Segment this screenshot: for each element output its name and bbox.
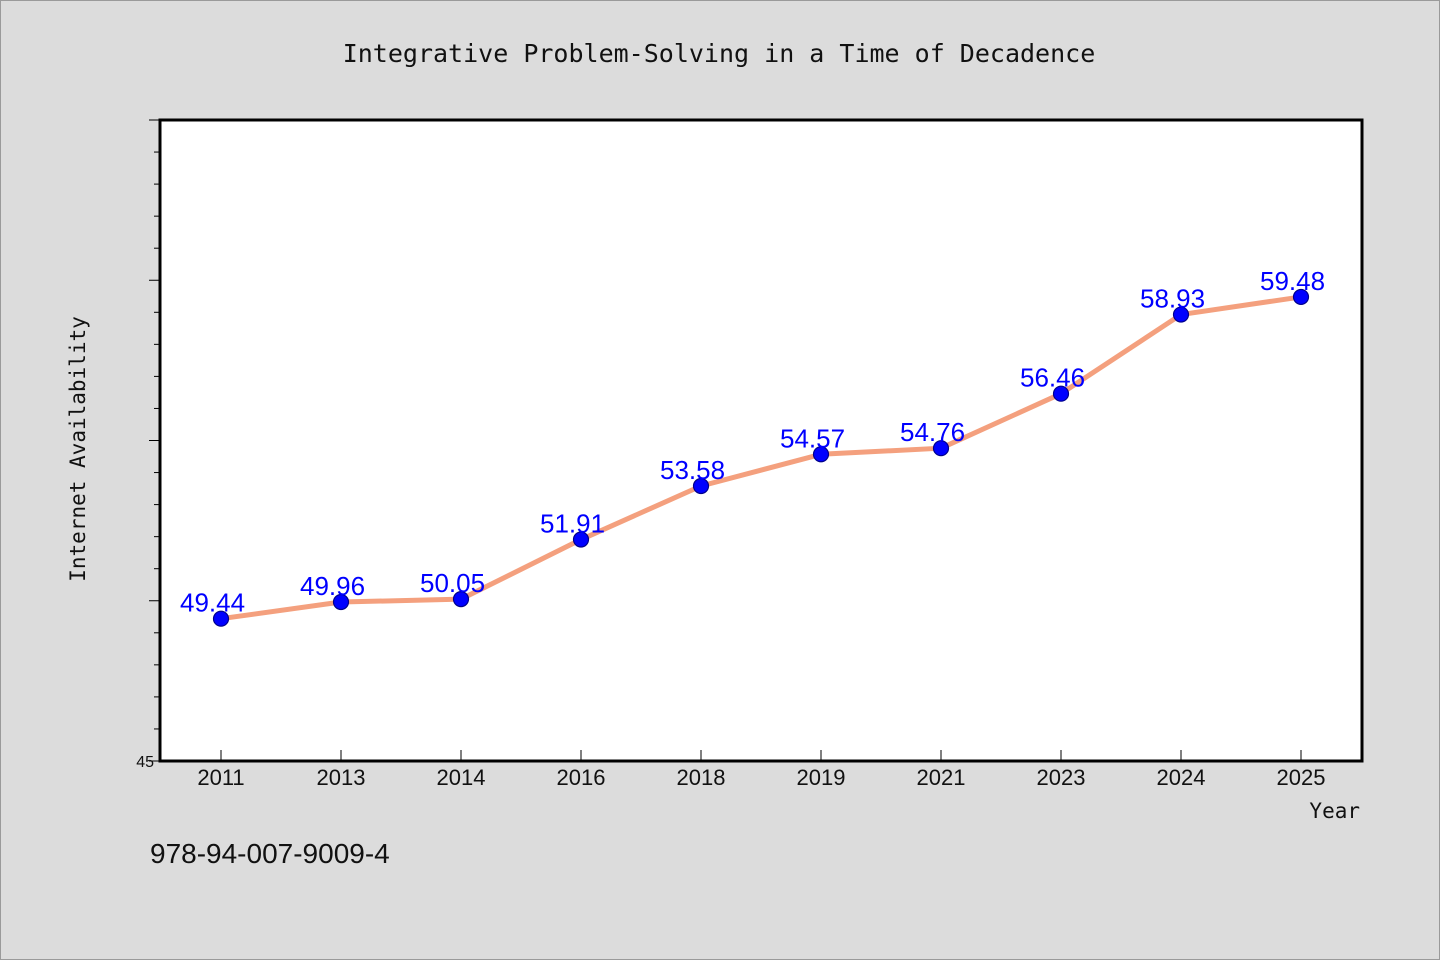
x-tick-label: 2024 bbox=[1157, 765, 1206, 790]
data-label: 50.05 bbox=[420, 568, 485, 598]
marker-group bbox=[212, 288, 1310, 627]
x-tick-label: 2013 bbox=[317, 765, 366, 790]
data-label: 54.76 bbox=[900, 417, 965, 447]
data-point bbox=[812, 446, 830, 463]
y-tick-label: 45 bbox=[136, 754, 154, 771]
data-label: 58.93 bbox=[1140, 284, 1205, 314]
x-tick-label: 2018 bbox=[677, 765, 726, 790]
data-point bbox=[332, 593, 350, 611]
x-tick-label: 2016 bbox=[557, 765, 606, 790]
x-tick-label: 2025 bbox=[1277, 765, 1326, 790]
data-point bbox=[1052, 385, 1070, 402]
data-label: 51.91 bbox=[540, 509, 605, 539]
data-label: 56.46 bbox=[1020, 363, 1085, 393]
data-label: 49.44 bbox=[180, 588, 245, 618]
data-point bbox=[452, 591, 470, 608]
x-tick-label: 2019 bbox=[797, 765, 846, 790]
data-label: 54.57 bbox=[780, 423, 845, 453]
series-line bbox=[218, 294, 1304, 622]
data-point bbox=[932, 440, 950, 457]
isbn-text: 978-94-007-9009-4 bbox=[150, 838, 390, 869]
plot-area bbox=[158, 118, 1364, 763]
y-axis-label: Internet Availability bbox=[66, 316, 90, 582]
data-label: 53.58 bbox=[660, 455, 725, 485]
data-label: 59.48 bbox=[1260, 266, 1325, 296]
data-point bbox=[212, 610, 230, 627]
series-line-group bbox=[218, 294, 1304, 622]
x-tick-label: 2011 bbox=[197, 765, 244, 790]
x-tick-label: 2023 bbox=[1037, 765, 1086, 790]
data-point bbox=[692, 477, 710, 495]
x-axis-label: Year bbox=[1309, 799, 1360, 823]
x-tick-label: 2021 bbox=[917, 765, 966, 790]
data-label: 49.96 bbox=[300, 571, 365, 601]
chart-title: Integrative Problem-Solving in a Time of… bbox=[343, 39, 1096, 68]
data-label-group: 49.44 49.96 50.05 51.91 53.58 54.57 54.76 56.46… bbox=[180, 266, 1325, 618]
data-point bbox=[1292, 288, 1310, 306]
x-axis-ticks: 2011 2013 2014 2016 2018 2019 2021 2023 2024 2025 bbox=[197, 750, 1325, 790]
x-tick-label: 2014 bbox=[437, 765, 486, 790]
data-point bbox=[1172, 306, 1190, 323]
y-axis-ticks: 45 bbox=[136, 119, 160, 771]
data-point bbox=[572, 531, 590, 548]
